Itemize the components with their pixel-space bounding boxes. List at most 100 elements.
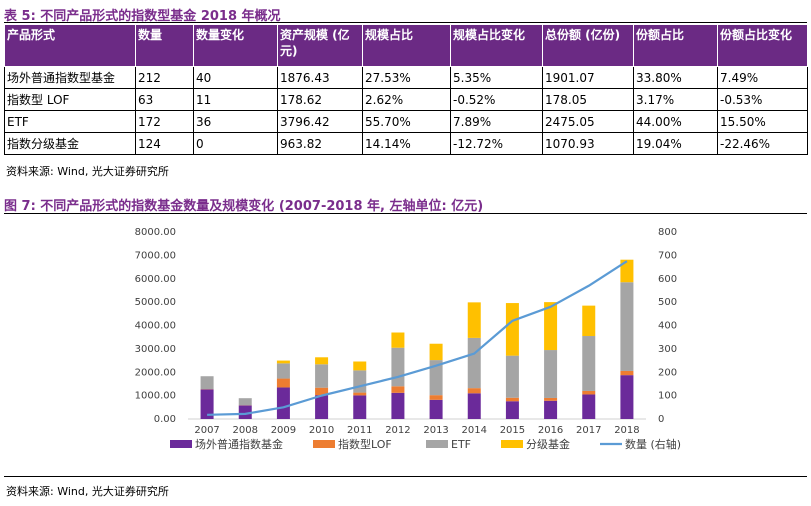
table-cell: -0.53% [717, 88, 808, 111]
bar-segment [276, 363, 290, 379]
table-cell: 1070.93 [542, 132, 634, 155]
bar-segment [505, 355, 519, 398]
table-cell: 124 [135, 132, 194, 155]
legend-label: 数量 (右轴) [625, 437, 681, 451]
bar-segment [467, 388, 481, 394]
legend-label: 分级基金 [526, 437, 570, 451]
table-cell: 178.05 [542, 88, 634, 111]
bar-segment [544, 302, 558, 351]
table-cell: 55.70% [362, 110, 451, 133]
x-tick-label: 2014 [462, 425, 487, 436]
bar-segment [200, 376, 214, 390]
table-header-cell: 份额占比 [633, 24, 718, 67]
figure-source-note: 资料来源: Wind, 光大证券研究所 [6, 485, 169, 498]
table-cell: 212 [135, 66, 194, 89]
bar-segment [582, 305, 596, 337]
x-tick-label: 2013 [423, 425, 448, 436]
table-cell: 指数分级基金 [4, 132, 136, 155]
table-cell: 40 [193, 66, 278, 89]
figure-caption: 图 7: 不同产品形式的指数基金数量及规模变化 (2007-2018 年, 左轴… [4, 199, 484, 214]
bar-segment [544, 400, 558, 419]
bar-segment [429, 343, 443, 361]
bar-segment [620, 370, 634, 376]
table-cell: 0 [193, 132, 278, 155]
table-header-cell: 数量变化 [193, 24, 278, 67]
legend-label: ETF [451, 438, 471, 451]
table-cell: 3796.42 [277, 110, 363, 133]
bar-segment [505, 401, 519, 419]
table-cell: 33.80% [633, 66, 718, 89]
bar-segment [429, 360, 443, 396]
bar-segment [544, 397, 558, 401]
bar-segment [467, 337, 481, 389]
count-line [207, 260, 628, 416]
bar-segment [200, 389, 214, 419]
bar-segment [582, 394, 596, 419]
bar-segment [582, 390, 596, 395]
table-top-rule [4, 22, 807, 23]
bar-segment [315, 387, 329, 396]
y-left-tick-label: 4000.00 [135, 321, 176, 332]
table-cell: -0.52% [450, 88, 543, 111]
x-tick-label: 2016 [538, 425, 563, 436]
y-left-tick-label: 6000.00 [135, 274, 176, 285]
y-left-tick-label: 8000.00 [135, 227, 176, 238]
fund-overview-table: 产品形式 数量 数量变化 资产规模 (亿元) 规模占比 规模占比变化 总份额 (… [4, 24, 808, 155]
x-tick-label: 2018 [614, 425, 639, 436]
table-cell: 36 [193, 110, 278, 133]
y-right-tick-label: 600 [658, 274, 677, 285]
table-header-cell: 规模占比 [362, 24, 451, 67]
table-source-note: 资料来源: Wind, 光大证券研究所 [6, 165, 169, 178]
x-tick-label: 2009 [271, 425, 296, 436]
table-row: 指数型 LOF 63 11 178.62 2.62% -0.52% 178.05… [4, 88, 808, 111]
table-header-cell: 资产规模 (亿元) [277, 24, 363, 67]
bar-segment [315, 357, 329, 365]
figure-bottom-rule [4, 476, 807, 477]
y-right-tick-label: 100 [658, 391, 677, 402]
y-right-tick-label: 800 [658, 227, 677, 238]
bar-segment [276, 387, 290, 419]
bar-segment [620, 375, 634, 419]
table-header-cell: 规模占比变化 [450, 24, 543, 67]
y-right-tick-label: 300 [658, 344, 677, 355]
x-tick-label: 2012 [385, 425, 410, 436]
legend-swatch [170, 440, 192, 448]
legend-swatch [501, 440, 523, 448]
y-right-tick-label: 0 [658, 414, 664, 425]
table-cell: 19.04% [633, 132, 718, 155]
y-left-tick-label: 1000.00 [135, 391, 176, 402]
table-cell: -22.46% [717, 132, 808, 155]
bar-segment [353, 395, 367, 419]
table-header-cell: 份额占比变化 [717, 24, 808, 67]
table-cell: 2.62% [362, 88, 451, 111]
bar-segment [391, 386, 405, 393]
table-cell: 7.49% [717, 66, 808, 89]
table-cell: 场外普通指数型基金 [4, 66, 136, 89]
y-left-tick-label: 2000.00 [135, 367, 176, 378]
table-row: 场外普通指数型基金 212 40 1876.43 27.53% 5.35% 19… [4, 66, 808, 89]
table-row: 指数分级基金 124 0 963.82 14.14% -12.72% 1070.… [4, 132, 808, 155]
table-cell: 5.35% [450, 66, 543, 89]
x-tick-label: 2008 [233, 425, 258, 436]
bar-segment [353, 361, 367, 371]
bar-segment [315, 364, 329, 388]
y-left-tick-label: 3000.00 [135, 344, 176, 355]
x-tick-label: 2007 [194, 425, 219, 436]
table-cell: 14.14% [362, 132, 451, 155]
y-right-tick-label: 400 [658, 321, 677, 332]
legend-swatch [313, 440, 335, 448]
y-right-tick-label: 200 [658, 367, 677, 378]
legend-swatch [426, 440, 448, 448]
bar-segment [429, 395, 443, 400]
bar-segment [276, 360, 290, 364]
table-cell: 7.89% [450, 110, 543, 133]
bar-segment [429, 399, 443, 419]
bar-segment [238, 398, 252, 406]
fund-size-chart: 0.00 1000.00 2000.00 3000.00 4000.00 5000.00 6… [135, 227, 681, 451]
bar-segment [238, 405, 252, 419]
bar-segment [544, 350, 558, 398]
table-cell: -12.72% [450, 132, 543, 155]
table-header-cell: 总份额 (亿份) [542, 24, 634, 67]
x-tick-label: 2015 [500, 425, 525, 436]
y-left-tick-label: 0.00 [154, 414, 176, 425]
